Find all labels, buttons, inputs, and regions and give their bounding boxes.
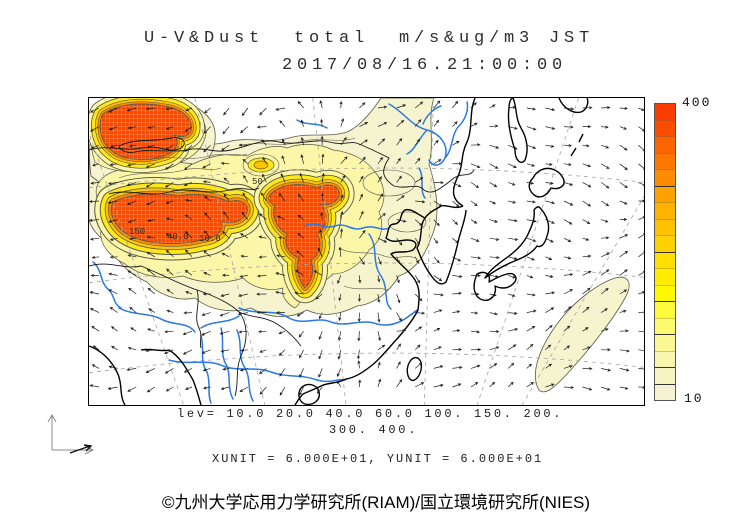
dust-map: 150 40.0 10.0 50 [89, 98, 644, 405]
contour-levels-text-2: 300. 400. [329, 423, 419, 437]
colorbar-segment [655, 252, 675, 269]
wind-vector-layer [89, 100, 644, 396]
contour-levels-text: lev= 10.0 20.0 40.0 60.0 100. 150. 200. [177, 407, 564, 421]
colorbar-segment [655, 269, 675, 286]
colorbar-segment [655, 120, 675, 137]
colorbar-segment [655, 203, 675, 220]
contour-label: 10.0 [199, 234, 221, 244]
colorbar [654, 103, 676, 401]
colorbar-segment [655, 384, 675, 400]
graticule-layer [89, 98, 644, 405]
contour-label: 40.0 [167, 232, 189, 242]
colorbar-max-label: 400 [682, 95, 712, 110]
colorbar-segment [655, 335, 675, 352]
colorbar-segment [655, 302, 675, 319]
axis-units-text: XUNIT = 6.000E+01, YUNIT = 6.000E+01 [212, 452, 544, 466]
colorbar-segment [655, 318, 675, 335]
colorbar-segment [655, 186, 675, 203]
dust-fill-layer [89, 98, 630, 393]
colorbar-segment [655, 236, 675, 253]
colorbar-segment [655, 219, 675, 236]
plot-timestamp: 2017/08/16.21:00:00 [282, 56, 568, 75]
axes-arrows-icon [47, 413, 95, 455]
colorbar-segment [655, 153, 675, 170]
map-plot-area: 150 40.0 10.0 50 [88, 97, 645, 406]
contour-label: 150 [129, 227, 145, 237]
copyright-text: ©九州大学応用力学研究所(RIAM)/国立環境研究所(NIES) [161, 493, 591, 512]
colorbar-min-label: 10 [684, 391, 704, 406]
colorbar-segment [655, 285, 675, 302]
colorbar-segment [655, 137, 675, 154]
contour-label: 50 [252, 177, 263, 187]
contour-line-layer [118, 137, 427, 291]
colorbar-segment [655, 351, 675, 368]
plot-title: U-V&Dust total m/s&ug/m3 JST [144, 29, 595, 48]
reference-vector-icon [69, 444, 93, 454]
colorbar-segment [655, 368, 675, 385]
colorbar-segment [655, 170, 675, 187]
contour-label-layer: 150 40.0 10.0 50 [129, 177, 263, 244]
colorbar-segment [655, 104, 675, 121]
